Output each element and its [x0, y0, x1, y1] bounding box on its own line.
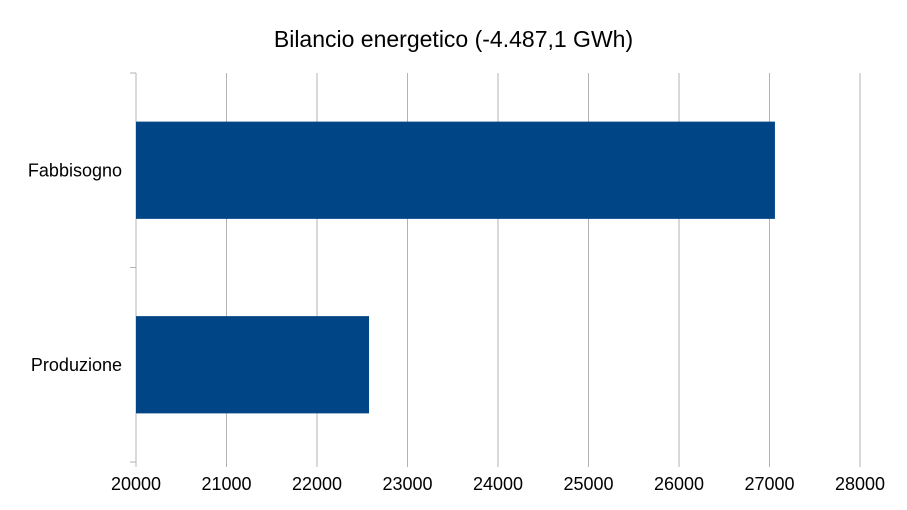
- x-tick-label: 20000: [111, 474, 161, 494]
- y-category-labels: Fabbisogno Produzione: [28, 160, 122, 375]
- x-tick-label: 24000: [473, 474, 523, 494]
- x-tick-label: 25000: [563, 474, 613, 494]
- bar-fabbisogno: [136, 121, 775, 219]
- x-tick-label: 23000: [382, 474, 432, 494]
- x-tick-label: 28000: [835, 474, 885, 494]
- x-tick-labels: 20000 21000 22000 23000 24000 25000 26000 27000…: [111, 474, 885, 494]
- x-tick-label: 26000: [654, 474, 704, 494]
- x-tick-label: 27000: [744, 474, 794, 494]
- bars: [136, 121, 775, 414]
- chart-title: Bilancio energetico (-4.487,1 GWh): [273, 26, 634, 52]
- y-category-label: Fabbisogno: [28, 160, 122, 180]
- x-tick-label: 22000: [292, 474, 342, 494]
- x-tick-label: 21000: [201, 474, 251, 494]
- bar-produzione: [136, 316, 370, 414]
- y-category-label: Produzione: [31, 355, 122, 375]
